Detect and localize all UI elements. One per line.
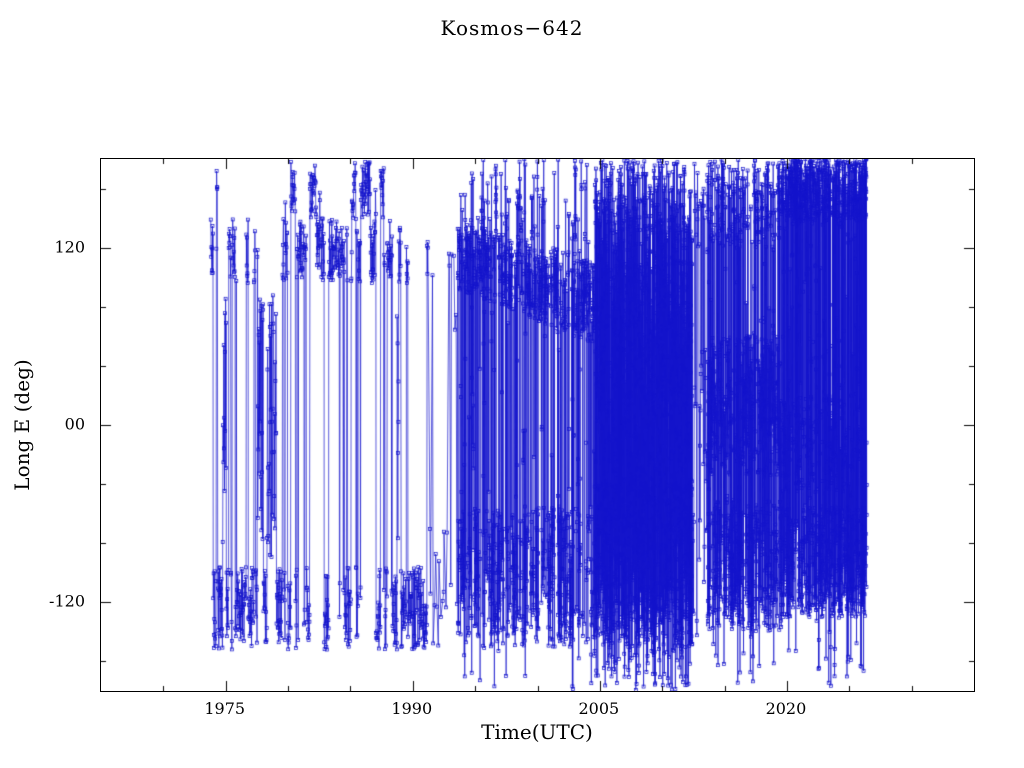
plot-area [100, 158, 975, 692]
x-tick-labels: 1975 1990 2005 2020 [100, 699, 975, 721]
chart-title: Kosmos−642 [440, 16, 584, 40]
x-tick-label: 2020 [765, 699, 807, 718]
x-tick-label: 1990 [391, 699, 433, 718]
y-tick-label: -120 [49, 591, 85, 611]
y-axis-label: Long E (deg) [10, 359, 34, 491]
x-tick-label: 1975 [204, 699, 246, 718]
x-tick-label: 2005 [578, 699, 620, 718]
scatter-canvas [101, 159, 974, 691]
y-tick-labels: -120 00 120 [0, 158, 93, 692]
y-tick-label: 120 [54, 237, 85, 257]
x-axis-label: Time(UTC) [481, 720, 593, 744]
y-tick-label: 00 [64, 414, 85, 434]
